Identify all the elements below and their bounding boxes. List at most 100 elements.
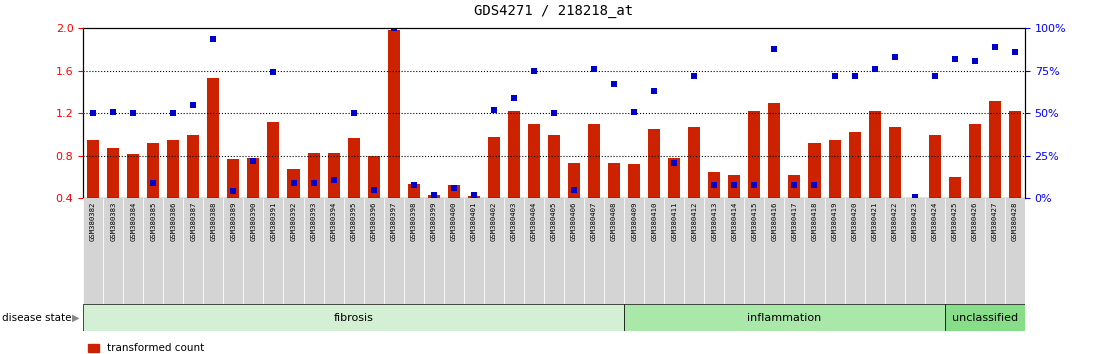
Text: GSM380419: GSM380419 bbox=[831, 201, 838, 241]
Point bbox=[865, 66, 883, 72]
Bar bbox=[328, 153, 339, 198]
FancyBboxPatch shape bbox=[945, 304, 1025, 331]
FancyBboxPatch shape bbox=[804, 198, 824, 304]
FancyBboxPatch shape bbox=[564, 198, 584, 304]
Bar bbox=[88, 140, 99, 198]
Text: GSM380398: GSM380398 bbox=[411, 201, 417, 241]
Bar bbox=[728, 175, 740, 198]
Bar bbox=[287, 169, 299, 198]
Point bbox=[424, 192, 442, 198]
Bar bbox=[227, 159, 239, 198]
FancyBboxPatch shape bbox=[123, 198, 143, 304]
Bar bbox=[147, 143, 160, 198]
Text: GSM380400: GSM380400 bbox=[451, 201, 456, 241]
Text: GSM380410: GSM380410 bbox=[652, 201, 657, 241]
FancyBboxPatch shape bbox=[864, 198, 884, 304]
Text: GSM380423: GSM380423 bbox=[912, 201, 917, 241]
Point bbox=[786, 182, 803, 188]
Point bbox=[686, 73, 704, 79]
FancyBboxPatch shape bbox=[705, 198, 725, 304]
Text: GSM380422: GSM380422 bbox=[892, 201, 897, 241]
Bar bbox=[988, 101, 1001, 198]
Point bbox=[205, 36, 223, 41]
FancyBboxPatch shape bbox=[945, 198, 965, 304]
FancyBboxPatch shape bbox=[1005, 198, 1025, 304]
FancyBboxPatch shape bbox=[264, 198, 284, 304]
FancyBboxPatch shape bbox=[143, 198, 163, 304]
Text: GSM380426: GSM380426 bbox=[972, 201, 977, 241]
Text: GSM380411: GSM380411 bbox=[671, 201, 677, 241]
Bar bbox=[748, 111, 760, 198]
Text: GSM380412: GSM380412 bbox=[691, 201, 697, 241]
FancyBboxPatch shape bbox=[644, 198, 664, 304]
Text: GSM380402: GSM380402 bbox=[491, 201, 496, 241]
Text: GSM380399: GSM380399 bbox=[431, 201, 437, 241]
Text: GSM380424: GSM380424 bbox=[932, 201, 937, 241]
Bar bbox=[408, 184, 420, 198]
Text: GSM380393: GSM380393 bbox=[310, 201, 317, 241]
Bar bbox=[688, 127, 700, 198]
Bar bbox=[769, 103, 780, 198]
Text: GSM380401: GSM380401 bbox=[471, 201, 476, 241]
Bar bbox=[388, 30, 400, 198]
Bar bbox=[869, 111, 881, 198]
Point bbox=[384, 25, 402, 31]
Bar bbox=[849, 132, 861, 198]
Bar bbox=[809, 143, 821, 198]
FancyBboxPatch shape bbox=[383, 198, 403, 304]
Point bbox=[104, 109, 122, 114]
FancyBboxPatch shape bbox=[925, 198, 945, 304]
FancyBboxPatch shape bbox=[965, 198, 985, 304]
Point bbox=[585, 66, 603, 72]
FancyBboxPatch shape bbox=[363, 198, 383, 304]
FancyBboxPatch shape bbox=[423, 198, 444, 304]
Text: GSM380395: GSM380395 bbox=[350, 201, 357, 241]
FancyBboxPatch shape bbox=[664, 198, 685, 304]
Point bbox=[404, 182, 422, 188]
FancyBboxPatch shape bbox=[824, 198, 844, 304]
Point bbox=[465, 192, 483, 198]
FancyBboxPatch shape bbox=[524, 198, 544, 304]
Text: GSM380418: GSM380418 bbox=[811, 201, 818, 241]
Point bbox=[726, 182, 743, 188]
Point bbox=[365, 187, 382, 193]
Point bbox=[605, 81, 623, 87]
FancyBboxPatch shape bbox=[584, 198, 604, 304]
Text: GSM380404: GSM380404 bbox=[531, 201, 537, 241]
Point bbox=[124, 110, 142, 116]
Text: GSM380382: GSM380382 bbox=[90, 201, 96, 241]
FancyBboxPatch shape bbox=[244, 198, 264, 304]
Bar bbox=[968, 124, 981, 198]
Point bbox=[625, 109, 643, 114]
Point bbox=[225, 189, 243, 194]
Bar bbox=[207, 78, 219, 198]
Bar bbox=[568, 163, 581, 198]
Text: disease state: disease state bbox=[2, 313, 72, 323]
Text: inflammation: inflammation bbox=[747, 313, 821, 323]
Point bbox=[184, 102, 202, 108]
Bar bbox=[267, 122, 279, 198]
Text: GDS4271 / 218218_at: GDS4271 / 218218_at bbox=[474, 4, 634, 18]
Bar bbox=[708, 172, 720, 198]
Bar bbox=[668, 158, 680, 198]
FancyBboxPatch shape bbox=[725, 198, 745, 304]
Bar bbox=[909, 198, 921, 201]
Text: GSM380406: GSM380406 bbox=[571, 201, 577, 241]
FancyBboxPatch shape bbox=[83, 304, 624, 331]
FancyBboxPatch shape bbox=[844, 198, 864, 304]
Bar bbox=[789, 175, 800, 198]
FancyBboxPatch shape bbox=[204, 198, 224, 304]
Text: GSM380427: GSM380427 bbox=[992, 201, 998, 241]
FancyBboxPatch shape bbox=[484, 198, 504, 304]
FancyBboxPatch shape bbox=[103, 198, 123, 304]
Bar bbox=[308, 153, 319, 198]
FancyBboxPatch shape bbox=[343, 198, 363, 304]
FancyBboxPatch shape bbox=[985, 198, 1005, 304]
FancyBboxPatch shape bbox=[685, 198, 705, 304]
FancyBboxPatch shape bbox=[284, 198, 304, 304]
Point bbox=[285, 180, 302, 186]
Text: GSM380420: GSM380420 bbox=[852, 201, 858, 241]
Point bbox=[545, 110, 563, 116]
FancyBboxPatch shape bbox=[745, 198, 765, 304]
Bar bbox=[1009, 111, 1020, 198]
